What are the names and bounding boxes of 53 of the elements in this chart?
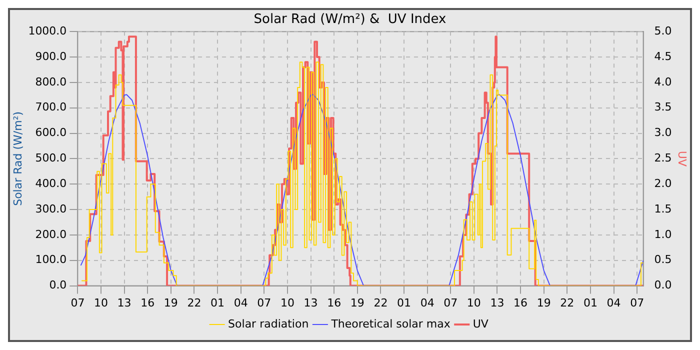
y-tick-label: 200.0 [35,228,67,241]
y2-axis-title: UV [676,150,689,167]
x-tick-label: 10 [466,296,481,310]
y2-tick-label: 3.5 [654,100,672,114]
y2-tick-label: 0.0 [654,278,672,292]
x-tick-label: 01 [397,296,412,310]
y-tick-label: 900.0 [35,50,67,63]
chart-title: Solar Rad (W/m²) & UV Index [254,12,447,28]
y-tick-label: 1000.0 [28,24,67,38]
y2-tick-label: 2.5 [654,152,672,165]
y-tick-label: 300.0 [35,202,67,216]
y-tick-label: 600.0 [35,126,67,140]
y2-tick-label: 4.0 [654,75,672,88]
x-tick-label: 04 [234,296,248,310]
x-tick-label: 22 [187,296,202,310]
x-tick-label: 13 [490,296,504,310]
y-tick-label: 700.0 [35,100,67,114]
y-tick-label: 100.0 [35,253,67,266]
x-tick-label: 19 [350,296,364,310]
y-tick-label: 500.0 [35,152,67,165]
x-tick-label: 19 [164,296,178,310]
y-tick-label: 400.0 [35,176,67,190]
y2-tick-label: 1.5 [654,202,672,216]
x-tick-label: 13 [117,296,132,310]
x-tick-label: 13 [304,296,318,310]
x-tick-label: 07 [630,296,644,310]
y2-tick-label: 3.0 [654,126,672,140]
x-tick-label: 10 [280,296,294,310]
y2-tick-label: 2.0 [654,176,672,190]
x-tick-label: 22 [560,296,574,310]
x-tick-label: 07 [70,296,85,310]
x-tick-label: 07 [257,296,272,310]
y2-tick-label: 5.0 [654,24,672,38]
x-tick-label: 19 [536,296,551,310]
legend-label: UV [472,317,489,330]
x-tick-label: 16 [140,296,155,310]
x-tick-label: 16 [514,296,528,310]
x-tick-label: 16 [327,296,342,310]
x-tick-label: 04 [606,296,621,310]
x-tick-label: 07 [444,296,458,310]
legend-label: Theoretical solar max [330,317,451,330]
x-tick-label: 01 [210,296,225,310]
y2-tick-label: 0.5 [654,253,672,266]
y-tick-label: 0.0 [49,278,67,292]
x-tick-label: 04 [420,296,434,310]
y-tick-label: 800.0 [35,75,67,88]
y-axis-title: Solar Rad (W/m²) [11,111,24,206]
y2-tick-label: 4.5 [654,50,672,63]
x-tick-label: 01 [583,296,598,310]
x-tick-label: 22 [374,296,388,310]
x-tick-label: 10 [94,296,108,310]
legend-label: Solar radiation [228,317,309,330]
y2-tick-label: 1.0 [654,228,672,241]
